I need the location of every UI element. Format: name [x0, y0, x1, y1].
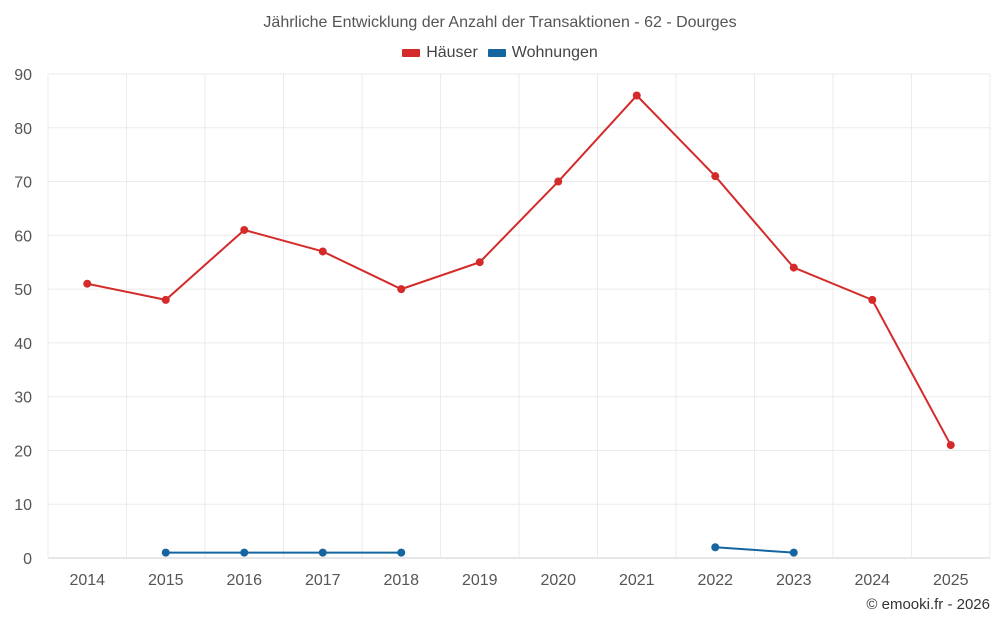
- data-point-wohnungen: [789, 548, 798, 557]
- y-tick-label: 80: [14, 121, 32, 138]
- data-point-haeuser: [397, 285, 406, 294]
- y-tick-label: 20: [14, 443, 32, 460]
- y-tick-label: 60: [14, 228, 32, 245]
- x-tick-label: 2018: [383, 572, 419, 589]
- data-point-wohnungen: [161, 548, 170, 557]
- x-tick-label: 2022: [697, 572, 733, 589]
- legend-swatch-wohnungen: [487, 49, 506, 57]
- x-tick-label: 2020: [540, 572, 576, 589]
- x-tick-label: 2015: [148, 572, 184, 589]
- data-point-haeuser: [161, 295, 170, 304]
- data-point-haeuser: [83, 279, 92, 288]
- x-tick-label: 2019: [462, 572, 498, 589]
- data-point-haeuser: [632, 91, 641, 100]
- data-point-wohnungen: [240, 548, 249, 557]
- y-tick-label: 90: [14, 67, 32, 84]
- legend-label-wohnungen: Wohnungen: [511, 44, 598, 61]
- y-tick-label: 0: [23, 551, 32, 568]
- x-tick-label: 2023: [776, 572, 812, 589]
- legend-swatch-haeuser: [402, 49, 421, 57]
- legend: Häuser Wohnungen: [0, 44, 1000, 62]
- credit-text: © emooki.fr - 2026: [866, 596, 990, 613]
- data-point-haeuser: [946, 441, 955, 450]
- y-tick-label: 10: [14, 497, 32, 514]
- data-point-haeuser: [711, 172, 720, 181]
- data-point-haeuser: [475, 258, 484, 267]
- data-point-haeuser: [318, 247, 327, 256]
- data-point-haeuser: [868, 295, 877, 304]
- x-tick-label: 2016: [226, 572, 262, 589]
- y-tick-label: 40: [14, 336, 32, 353]
- x-tick-label: 2017: [305, 572, 341, 589]
- y-tick-label: 30: [14, 390, 32, 407]
- legend-item-wohnungen[interactable]: Wohnungen: [487, 44, 598, 62]
- y-tick-label: 70: [14, 175, 32, 192]
- x-tick-label: 2025: [933, 572, 969, 589]
- y-tick-label: 50: [14, 282, 32, 299]
- series-line-wohnungen: [715, 546, 794, 554]
- legend-item-haeuser[interactable]: Häuser: [402, 44, 478, 62]
- x-tick-label: 2024: [854, 572, 890, 589]
- data-point-wohnungen: [318, 548, 327, 557]
- data-point-haeuser: [554, 177, 563, 186]
- data-point-haeuser: [789, 263, 798, 272]
- x-tick-label: 2014: [69, 572, 105, 589]
- series-line-haeuser: [87, 94, 952, 446]
- data-point-wohnungen: [397, 548, 406, 557]
- chart-title: Jährliche Entwicklung der Anzahl der Tra…: [263, 14, 737, 31]
- data-point-wohnungen: [711, 543, 720, 552]
- x-tick-label: 2021: [619, 572, 655, 589]
- legend-label-haeuser: Häuser: [426, 44, 478, 61]
- data-point-haeuser: [240, 225, 249, 234]
